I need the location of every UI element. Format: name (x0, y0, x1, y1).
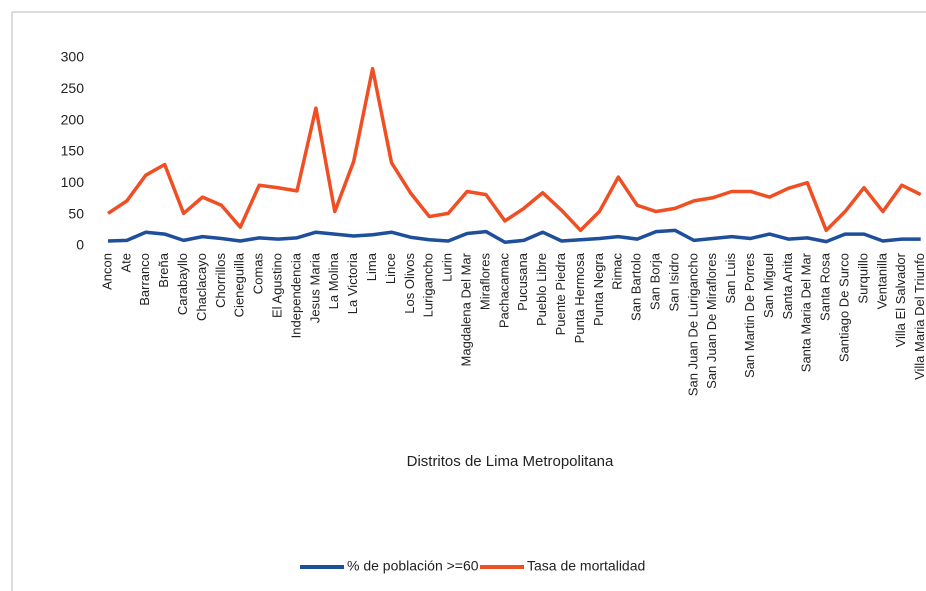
x-tick-label: Lima (364, 252, 379, 281)
x-tick-label: San Isidro (666, 253, 681, 312)
x-tick-label: San Borja (648, 252, 663, 310)
x-tick-label: Lurigancho (421, 253, 436, 317)
x-tick-label: San Juan De Lurigancho (685, 253, 700, 396)
x-tick-label: Punta Negra (591, 252, 606, 326)
y-tick-label: 200 (61, 111, 85, 127)
x-tick-label: Miraflores (477, 253, 492, 311)
y-tick-label: 50 (68, 205, 84, 221)
x-tick-label: Chaclacayo (194, 253, 209, 321)
y-tick-label: 300 (61, 49, 85, 65)
x-tick-label: Lince (383, 253, 398, 284)
x-tick-label: Comas (251, 253, 266, 295)
x-tick-label: Magdalena Del Mar (459, 252, 474, 366)
x-tick-label: Cieneguilla (232, 252, 247, 317)
x-tick-label: San Bartolo (629, 253, 644, 321)
x-tick-label: Santa Rosa (818, 252, 833, 321)
x-tick-label: Los Olivos (402, 253, 417, 314)
y-tick-label: 150 (61, 143, 85, 159)
legend-label: Tasa de mortalidad (527, 558, 645, 574)
x-tick-label: Villa Maria Del Triunfo (912, 253, 926, 380)
x-tick-label: Villa El Salvador (893, 252, 908, 347)
x-tick-label: La Victoria (345, 252, 360, 314)
x-tick-label: Lurin (440, 253, 455, 282)
x-tick-label: La Molina (326, 252, 341, 309)
x-tick-label: San Juan De Miraflores (704, 253, 719, 389)
x-tick-label: San Miguel (761, 253, 776, 318)
x-tick-label: Ventanilla (874, 252, 889, 309)
legend-label: % de población >=60 (347, 558, 479, 574)
series-line (107, 66, 922, 233)
x-tick-label: Punta Hermosa (572, 252, 587, 343)
x-tick-label: Surquillo (855, 253, 870, 304)
x-tick-label: Santa Anita (780, 252, 795, 319)
x-tick-label: Pachacamac (496, 253, 511, 329)
x-tick-label: Puente Piedra (553, 252, 568, 335)
x-tick-label: Barranco (137, 253, 152, 306)
x-tick-label: Independencia (288, 252, 303, 338)
x-tick-label: Pueblo Libre (534, 253, 549, 326)
x-tick-label: Ate (118, 253, 133, 273)
x-tick-label: Pucusana (515, 252, 530, 311)
y-tick-label: 0 (76, 237, 84, 253)
x-tick-label: San Martin De Porres (742, 253, 757, 378)
x-tick-label: El Agustino (270, 253, 285, 318)
x-tick-label: Santa Maria Del Mar (799, 252, 814, 372)
x-axis-title: Distritos de Lima Metropolitana (407, 453, 614, 470)
x-tick-label: Carabayllo (175, 253, 190, 315)
x-tick-label: Santiago De Surco (837, 253, 852, 362)
y-tick-label: 100 (61, 174, 85, 190)
x-tick-label: Jesus Maria (307, 252, 322, 323)
x-tick-label: Chorrillos (213, 253, 228, 308)
y-tick-label: 250 (61, 80, 85, 96)
x-tick-label: Rimac (610, 253, 625, 290)
x-tick-label: Breña (156, 252, 171, 287)
series-line (107, 228, 921, 244)
x-tick-label: San Luis (723, 253, 738, 304)
x-tick-label: Ancon (99, 253, 114, 290)
